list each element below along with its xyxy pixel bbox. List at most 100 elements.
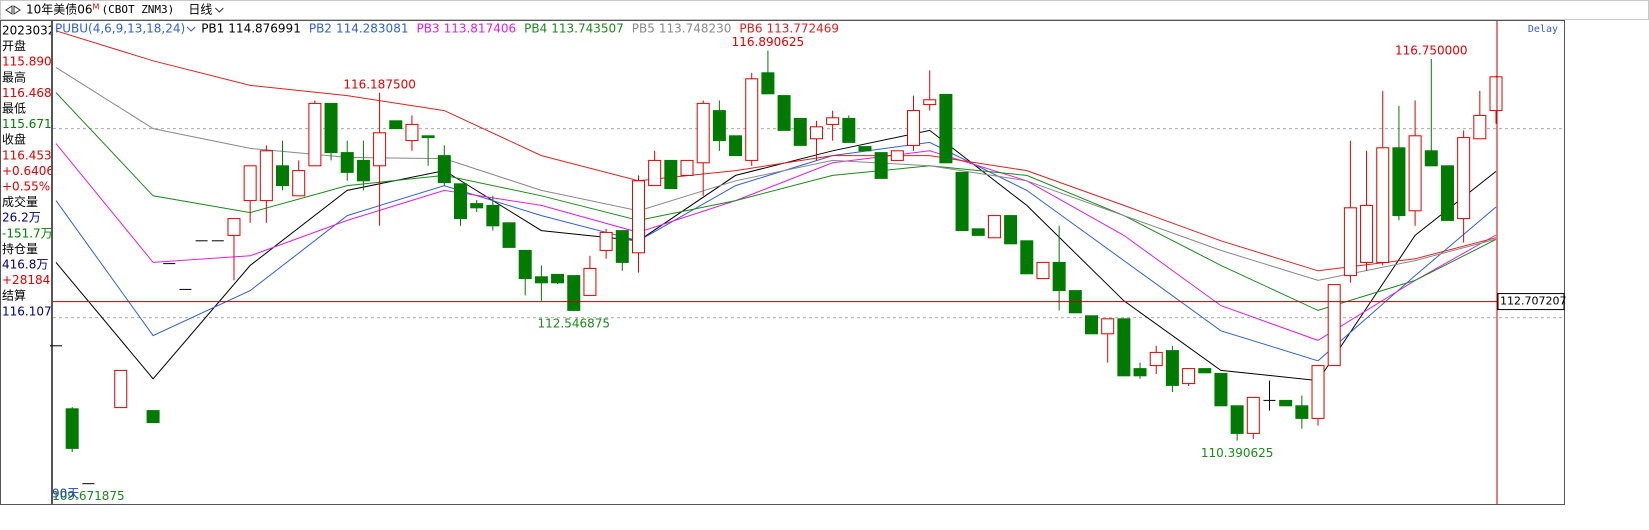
- period-selector[interactable]: 日线: [188, 3, 212, 17]
- legend-name: PB1: [201, 22, 224, 36]
- candle-body: [114, 369, 128, 409]
- period-label: 90天: [52, 487, 79, 501]
- candle-body: [858, 146, 872, 152]
- candle-body: [1230, 405, 1244, 434]
- candle-body: [1392, 147, 1406, 217]
- candle-body: [615, 230, 629, 263]
- candle-body: [1117, 318, 1131, 377]
- panel-value: 416.8万: [2, 258, 48, 272]
- legend-name: PB4: [524, 22, 547, 36]
- candle-body: [146, 410, 160, 424]
- candle-body: [874, 152, 888, 179]
- candle-body: [761, 72, 775, 95]
- candle-body: [890, 150, 904, 161]
- candle-body: [1101, 318, 1115, 335]
- candle-body: [1182, 368, 1196, 385]
- candle-body: [405, 123, 419, 142]
- candle-body: [502, 222, 516, 248]
- panel-label: 结算: [2, 288, 26, 303]
- candle-body: [664, 159, 678, 190]
- panel-value: 26.2万: [2, 211, 41, 225]
- candle-body: [65, 408, 79, 449]
- candle-body: [324, 102, 338, 154]
- candle-body: [955, 171, 969, 232]
- candle-body: [939, 93, 953, 164]
- ma-line: [55, 92, 1497, 311]
- candle-body: [276, 165, 290, 187]
- panel-value: 115.671: [2, 117, 52, 131]
- info-panel: [0, 20, 52, 505]
- toolbar: [0, 0, 1649, 20]
- candle-body: [1408, 135, 1422, 212]
- candle-body: [987, 215, 1001, 239]
- candle-body: [1149, 351, 1163, 367]
- status: Delay: [1528, 24, 1558, 35]
- candle-body: [599, 231, 613, 251]
- panel-label: 开盘: [2, 38, 26, 53]
- high-label: 116.890625: [732, 35, 805, 49]
- candle-body: [712, 110, 726, 142]
- low-label: 110.390625: [1201, 446, 1274, 460]
- candle-body: [470, 203, 484, 209]
- candle-body: [227, 218, 241, 236]
- candle-body: [745, 78, 759, 161]
- candle-body: [777, 95, 791, 131]
- panel-value: +0.6406: [2, 164, 54, 178]
- candle-body: [1279, 399, 1293, 407]
- candle-body: [308, 102, 322, 167]
- panel-label: 最低: [2, 102, 26, 116]
- candle-body: [567, 275, 581, 311]
- candle-body: [292, 170, 306, 197]
- candle-body: [1198, 368, 1212, 374]
- candle-body: [1214, 372, 1228, 407]
- candle-body: [809, 126, 823, 140]
- high-label: 116.750000: [1395, 44, 1468, 58]
- crosshair-label-box: [1497, 293, 1565, 311]
- legend-value: 113.743507: [551, 22, 624, 36]
- ma-line: [55, 30, 1497, 272]
- panel-label: 成交量: [2, 194, 38, 209]
- indicator-chevron: [186, 26, 196, 32]
- ma-line: [55, 66, 1497, 281]
- low-label: 109.671875: [52, 489, 125, 503]
- candle-body: [842, 117, 856, 143]
- candle-body: [583, 267, 597, 296]
- candle-body: [486, 204, 500, 227]
- candle-body: [1424, 150, 1438, 167]
- candle-body: [923, 99, 937, 106]
- panel-value: +0.55%: [2, 180, 50, 194]
- candle-body: [1473, 114, 1487, 140]
- legend-value: 114.876991: [228, 22, 301, 36]
- panel-date: 20230324: [2, 24, 63, 38]
- candle-body: [793, 117, 807, 146]
- symbol-code: (CBOT ZNM3): [101, 3, 174, 16]
- legend-value: 113.748230: [659, 22, 732, 36]
- candle-body: [648, 159, 662, 187]
- legend-name: PB5: [632, 22, 655, 36]
- period-chevron: [214, 7, 224, 13]
- legend-value: 113.772469: [767, 22, 840, 36]
- candle-body: [1165, 350, 1179, 386]
- candle-body: [1440, 165, 1454, 221]
- legend-name: PB6: [739, 22, 762, 36]
- panel-label: 收盘: [2, 132, 26, 147]
- crosshair-label: 112.707207: [1500, 295, 1566, 308]
- switch-icon[interactable]: [5, 5, 21, 15]
- panel-value: 115.890: [2, 55, 52, 69]
- high-label: 116.187500: [343, 77, 416, 91]
- candle-body: [518, 249, 532, 280]
- candle-body: [551, 273, 565, 284]
- chart-frame: [52, 20, 1565, 505]
- candle-body: [971, 228, 985, 236]
- candle-body: [453, 183, 467, 220]
- panel-value: +28184: [2, 273, 50, 287]
- panel-value: 116.107: [2, 304, 52, 318]
- indicator-name[interactable]: PUBU(4,6,9,13,18,24): [55, 22, 185, 36]
- candle-body: [1036, 261, 1050, 280]
- candle-body: [243, 165, 257, 202]
- candle-body: [534, 276, 548, 284]
- candle-body: [631, 180, 645, 254]
- panel-value: -151.7万: [2, 226, 53, 240]
- legend-name: PB3: [416, 22, 439, 36]
